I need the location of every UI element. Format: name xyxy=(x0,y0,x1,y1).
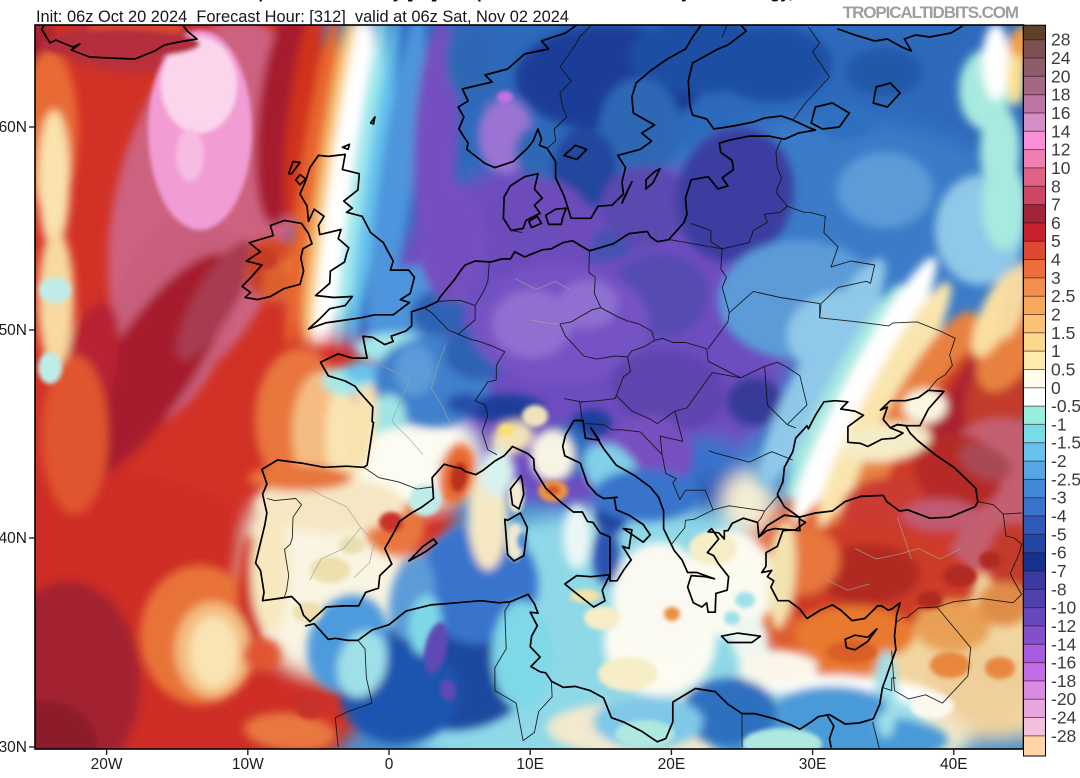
svg-text:GFS 2-m Temperature Anomaly [°: GFS 2-m Temperature Anomaly [°C] compare… xyxy=(150,0,793,2)
svg-text:40E: 40E xyxy=(940,756,968,773)
svg-text:0: 0 xyxy=(385,756,394,773)
svg-text:10W: 10W xyxy=(232,756,264,773)
svg-text:16: 16 xyxy=(1051,103,1070,123)
svg-text:-3: -3 xyxy=(1051,488,1067,508)
svg-text:8: 8 xyxy=(1051,176,1061,196)
svg-text:-20: -20 xyxy=(1051,689,1077,709)
svg-text:-12: -12 xyxy=(1051,616,1076,636)
svg-text:30N: 30N xyxy=(0,739,27,756)
svg-text:2.5: 2.5 xyxy=(1051,286,1075,306)
svg-text:3: 3 xyxy=(1051,268,1061,288)
svg-text:6: 6 xyxy=(1051,213,1061,233)
svg-text:-6: -6 xyxy=(1051,543,1067,563)
svg-text:30E: 30E xyxy=(799,756,827,773)
svg-text:-1: -1 xyxy=(1051,414,1067,434)
svg-text:12: 12 xyxy=(1051,140,1070,160)
svg-text:-28: -28 xyxy=(1051,726,1076,746)
svg-text:24: 24 xyxy=(1051,48,1071,68)
svg-text:-8: -8 xyxy=(1051,579,1067,599)
svg-text:-7: -7 xyxy=(1051,561,1067,581)
svg-text:-18: -18 xyxy=(1051,671,1076,691)
svg-text:-24: -24 xyxy=(1051,708,1077,728)
svg-text:20E: 20E xyxy=(658,756,686,773)
svg-text:0.5: 0.5 xyxy=(1051,360,1075,380)
svg-text:5: 5 xyxy=(1051,231,1061,251)
svg-text:-10: -10 xyxy=(1051,598,1077,618)
svg-text:10: 10 xyxy=(1051,158,1071,178)
svg-text:28: 28 xyxy=(1051,30,1070,50)
svg-text:-4: -4 xyxy=(1051,506,1067,526)
svg-text:-0.5: -0.5 xyxy=(1051,396,1080,416)
svg-text:1.5: 1.5 xyxy=(1051,323,1075,343)
svg-text:7: 7 xyxy=(1051,195,1061,215)
svg-text:4: 4 xyxy=(1051,250,1061,270)
svg-text:0: 0 xyxy=(1051,378,1061,398)
svg-text:60N: 60N xyxy=(0,119,27,136)
svg-text:20: 20 xyxy=(1051,66,1071,86)
svg-text:-16: -16 xyxy=(1051,653,1076,673)
svg-text:-2: -2 xyxy=(1051,451,1067,471)
svg-text:50N: 50N xyxy=(0,322,27,339)
svg-text:10E: 10E xyxy=(516,756,544,773)
svg-text:20W: 20W xyxy=(91,756,123,773)
svg-text:-5: -5 xyxy=(1051,524,1067,544)
svg-text:2: 2 xyxy=(1051,305,1061,325)
svg-text:40N: 40N xyxy=(0,530,27,547)
svg-text:14: 14 xyxy=(1051,121,1071,141)
svg-text:Init: 06z Oct 20 2024 Forecas: Init: 06z Oct 20 2024 Forecast Hour: [31… xyxy=(36,8,569,26)
svg-text:-1.5: -1.5 xyxy=(1051,433,1080,453)
svg-text:18: 18 xyxy=(1051,85,1070,105)
svg-text:-2.5: -2.5 xyxy=(1051,469,1080,489)
svg-text:TROPICALTIDBITS.COM: TROPICALTIDBITS.COM xyxy=(843,3,1019,22)
svg-text:1: 1 xyxy=(1051,341,1061,361)
svg-text:-14: -14 xyxy=(1051,634,1077,654)
